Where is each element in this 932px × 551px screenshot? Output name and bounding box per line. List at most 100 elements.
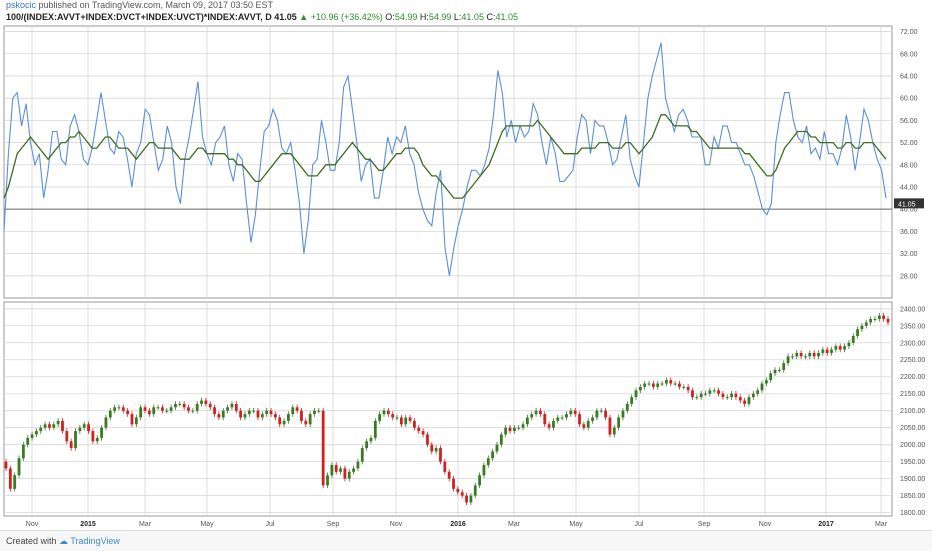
x-tick-label: 2017	[818, 521, 834, 528]
ratio-y-tick-label: 72.00	[900, 29, 918, 36]
candle-body	[773, 369, 777, 374]
candle-body	[195, 403, 199, 411]
candle-body	[578, 414, 581, 425]
candle-body	[413, 420, 416, 428]
ratio-y-tick-label: 64.00	[900, 73, 918, 80]
close-label: C:	[486, 12, 496, 22]
ratio-y-tick-label: 28.00	[900, 273, 918, 280]
price-y-tick-label: 1900.00	[900, 476, 925, 483]
candle-body	[656, 383, 660, 387]
candle-body	[69, 441, 73, 449]
candle-body	[234, 403, 238, 411]
candle-body	[13, 475, 17, 489]
candle-body	[804, 356, 807, 358]
candle-body	[638, 386, 642, 391]
ratio-y-tick-label: 48.00	[900, 162, 918, 169]
candle-body	[621, 410, 625, 418]
candle-body	[504, 427, 508, 435]
candle-body	[651, 383, 655, 387]
candle-body	[426, 434, 429, 445]
price-y-tick-label: 2100.00	[900, 408, 925, 415]
ratio-ma-line	[3, 114, 887, 199]
candle-body	[408, 417, 412, 421]
x-tick-label: Mar	[508, 521, 521, 528]
candle-body	[499, 434, 503, 445]
x-tick-label: Mar	[875, 521, 888, 528]
ratio-y-tick-label: 68.00	[900, 51, 918, 58]
candle-body	[673, 383, 677, 385]
candle-body	[686, 386, 690, 391]
candle-body	[204, 400, 208, 404]
ratio-series-line	[3, 42, 887, 276]
ratio-y-tick-label: 44.00	[900, 184, 918, 191]
candle-body	[495, 444, 499, 452]
candle-body	[26, 437, 30, 445]
candle-body	[187, 407, 190, 411]
publish-info: pskocic published on TradingView.com, Ma…	[6, 0, 273, 11]
candle-body	[382, 410, 386, 415]
candle-body	[860, 325, 864, 330]
candle-body	[386, 410, 390, 415]
candle-body	[864, 322, 868, 326]
candle-body	[113, 407, 117, 411]
low-label: L:	[453, 12, 462, 22]
candle-body	[378, 414, 382, 421]
candle-body	[56, 420, 60, 425]
candle-body	[812, 352, 816, 357]
candle-body	[439, 448, 442, 462]
candle-body	[87, 424, 90, 432]
candle-body	[556, 417, 560, 421]
open-label: O:	[385, 12, 395, 22]
candle-body	[278, 417, 282, 425]
candle-body	[756, 390, 760, 394]
x-tick-label: May	[569, 521, 583, 528]
candle-body	[856, 329, 859, 336]
candle-body	[769, 373, 773, 381]
ratio-y-tick-label: 40.00	[900, 207, 918, 214]
candle-body	[399, 417, 403, 425]
candle-body	[660, 383, 664, 385]
candle-body	[300, 410, 303, 421]
candle-body	[139, 407, 143, 418]
candle-body	[712, 390, 716, 392]
x-tick-label: May	[200, 521, 214, 528]
author-link[interactable]: pskocic	[6, 0, 37, 10]
candle-body	[795, 352, 799, 357]
symbol-name[interactable]: 100/(INDEX:AVVT+INDEX:DVCT+INDEX:UVCT)*I…	[6, 12, 272, 22]
candle-body	[725, 397, 729, 399]
candle-body	[434, 448, 438, 452]
candle-body	[643, 383, 647, 387]
tradingview-brand-link[interactable]: TradingView	[70, 536, 120, 546]
candle-body	[61, 420, 64, 432]
candle-body	[326, 475, 329, 486]
candle-body	[634, 390, 638, 398]
chart-canvas[interactable]: Nov 2015 Mar May Jul Sep Nov 2016 Mar May Jul Sep No…	[0, 0, 932, 530]
candle-body	[582, 424, 586, 428]
candle-body	[873, 318, 877, 320]
ratio-y-tick-label: 60.00	[900, 96, 918, 103]
candle-body	[569, 410, 573, 415]
candle-body	[543, 414, 547, 425]
candle-body	[530, 414, 534, 418]
candle-body	[126, 410, 130, 415]
candle-body	[287, 414, 290, 421]
candle-body	[178, 403, 182, 405]
candle-body	[473, 485, 477, 496]
candle-body	[256, 410, 260, 418]
candle-body	[243, 414, 247, 418]
x-tick-label: Mar	[139, 521, 152, 528]
candle-body	[734, 393, 738, 398]
candle-body	[517, 427, 521, 429]
candle-body	[560, 417, 564, 419]
x-tick-label: Sep	[698, 521, 711, 528]
candle-body	[830, 349, 833, 353]
candle-body	[786, 356, 790, 364]
candle-body	[334, 465, 338, 472]
candle-body	[260, 414, 264, 418]
candle-body	[604, 410, 607, 418]
candle-body	[704, 393, 707, 395]
candle-body	[777, 369, 781, 371]
candle-body	[469, 495, 473, 503]
candle-body	[586, 420, 590, 428]
price-y-tick-label: 2300.00	[900, 340, 925, 347]
